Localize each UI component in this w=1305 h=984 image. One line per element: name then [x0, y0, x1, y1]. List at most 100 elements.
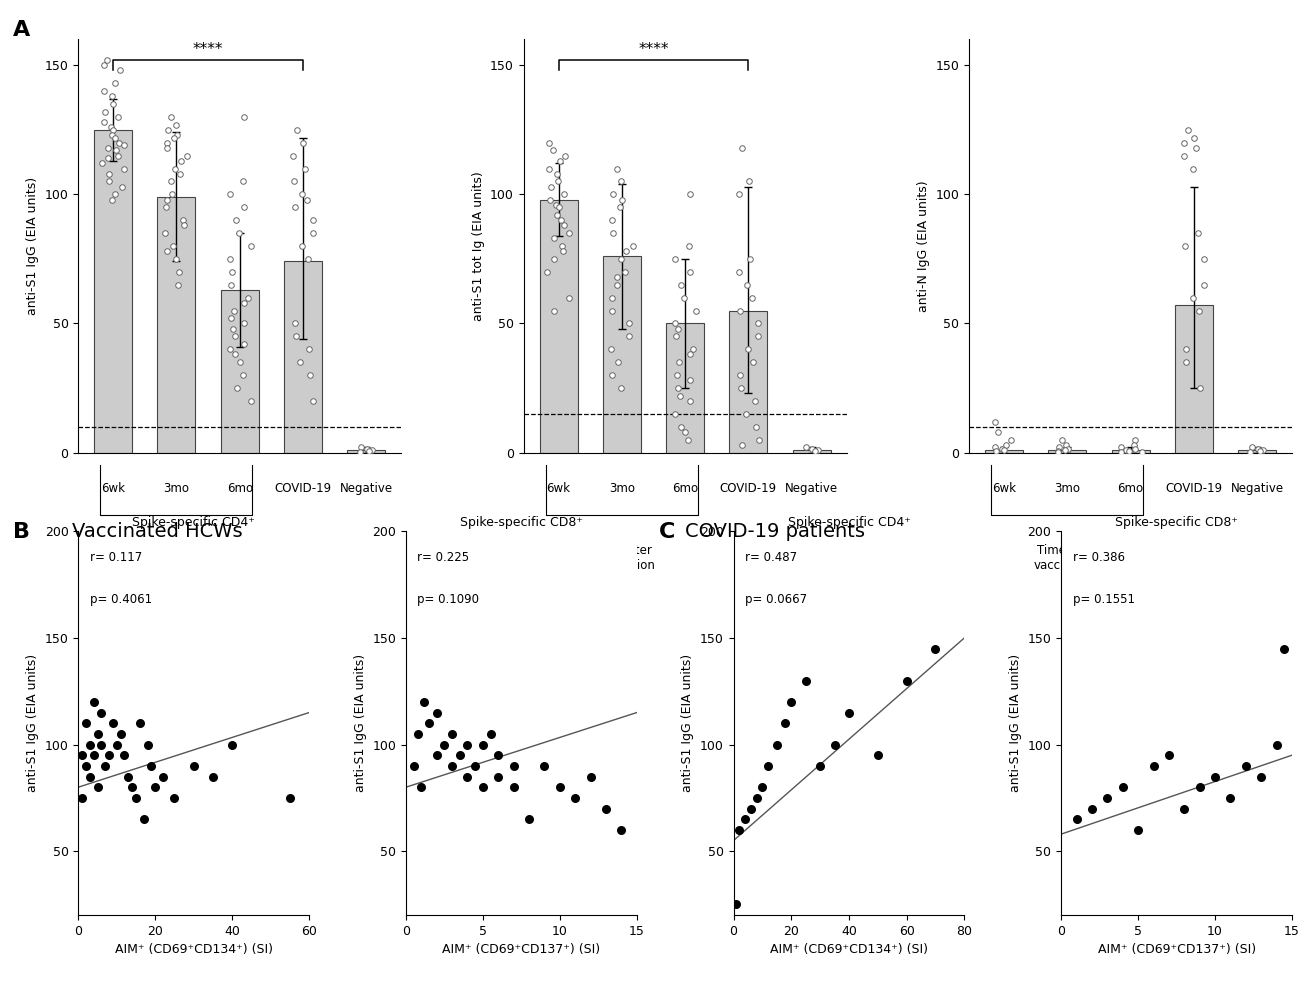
- Point: [1193, 251, 1214, 267]
- Point: [1052, 432, 1073, 448]
- Point: [403, 758, 424, 773]
- Point: [1185, 140, 1206, 155]
- Point: [552, 243, 573, 259]
- Point: [748, 316, 769, 332]
- Point: [984, 413, 1005, 429]
- Point: [1056, 437, 1077, 453]
- Point: [112, 179, 133, 195]
- Point: [226, 213, 247, 228]
- Point: [669, 388, 690, 403]
- Point: [1177, 122, 1198, 138]
- Point: [114, 160, 134, 176]
- Point: [1116, 442, 1137, 458]
- Point: [177, 148, 198, 163]
- Point: [1048, 444, 1069, 460]
- Point: [488, 769, 509, 784]
- Point: [222, 737, 243, 753]
- Point: [543, 303, 564, 319]
- Point: [1143, 758, 1164, 773]
- Y-axis label: anti-N IgG (EIA units): anti-N IgG (EIA units): [917, 180, 930, 312]
- Point: [161, 173, 181, 189]
- Point: [551, 213, 572, 228]
- Point: [1248, 441, 1268, 457]
- Point: [985, 444, 1006, 460]
- Point: [284, 329, 305, 344]
- Text: COVID-19: COVID-19: [1165, 481, 1223, 495]
- Point: [290, 354, 311, 370]
- Point: [801, 441, 822, 457]
- Point: [667, 321, 688, 337]
- Point: [1118, 444, 1139, 460]
- Point: [1048, 440, 1069, 456]
- Point: [76, 758, 97, 773]
- Point: [457, 737, 478, 753]
- Point: [114, 747, 134, 763]
- Point: [164, 130, 185, 146]
- Text: A: A: [13, 20, 30, 39]
- X-axis label: AIM⁺ (CD69⁺CD137⁺) (SI): AIM⁺ (CD69⁺CD137⁺) (SI): [442, 944, 600, 956]
- Text: Time after
vaccination: Time after vaccination: [587, 543, 656, 572]
- Point: [1001, 432, 1022, 448]
- Point: [284, 200, 305, 215]
- Point: [539, 135, 560, 151]
- Point: [230, 354, 251, 370]
- Point: [98, 165, 119, 181]
- Point: [227, 380, 248, 396]
- Point: [168, 264, 189, 279]
- Point: [602, 289, 622, 305]
- Point: [775, 715, 796, 731]
- Point: [87, 779, 108, 795]
- Point: [1098, 790, 1118, 806]
- Point: [174, 213, 194, 228]
- Point: [611, 173, 632, 189]
- Point: [671, 419, 692, 435]
- Point: [232, 367, 253, 383]
- Point: [284, 316, 305, 332]
- Point: [95, 103, 116, 119]
- Point: [552, 238, 573, 254]
- Point: [427, 747, 448, 763]
- Bar: [792, 450, 831, 453]
- Point: [680, 186, 701, 202]
- Text: ****: ****: [193, 42, 223, 57]
- Y-axis label: anti-S1 IgG (EIA units): anti-S1 IgG (EIA units): [681, 654, 694, 792]
- Point: [104, 76, 125, 92]
- Point: [100, 127, 121, 143]
- Text: Time after
vaccination: Time after vaccination: [1034, 543, 1101, 572]
- Point: [80, 769, 100, 784]
- Point: [1057, 441, 1078, 457]
- Point: [279, 790, 300, 806]
- Point: [739, 173, 760, 189]
- Y-axis label: anti-S1 IgG (EIA units): anti-S1 IgG (EIA units): [26, 654, 39, 792]
- Point: [414, 694, 435, 709]
- Point: [746, 790, 767, 806]
- Point: [548, 173, 569, 189]
- Point: [808, 442, 829, 458]
- Point: [129, 715, 150, 731]
- Text: 3mo: 3mo: [609, 481, 634, 495]
- Point: [680, 372, 701, 388]
- Text: C: C: [659, 522, 676, 541]
- Point: [1112, 779, 1133, 795]
- Text: r= 0.386: r= 0.386: [1073, 550, 1125, 564]
- Point: [93, 57, 114, 73]
- Bar: [603, 256, 641, 453]
- Point: [780, 694, 801, 709]
- Point: [675, 424, 696, 440]
- Point: [547, 165, 568, 181]
- Point: [607, 277, 628, 292]
- Bar: [985, 450, 1023, 453]
- Point: [540, 179, 561, 195]
- Point: [737, 277, 758, 292]
- Point: [94, 83, 115, 98]
- Point: [595, 801, 616, 817]
- Point: [680, 393, 701, 409]
- Point: [611, 380, 632, 396]
- Point: [222, 264, 243, 279]
- Point: [543, 251, 564, 267]
- Point: [536, 264, 557, 279]
- Point: [612, 192, 633, 208]
- Point: [356, 441, 377, 457]
- Point: [1182, 289, 1203, 305]
- Point: [743, 354, 763, 370]
